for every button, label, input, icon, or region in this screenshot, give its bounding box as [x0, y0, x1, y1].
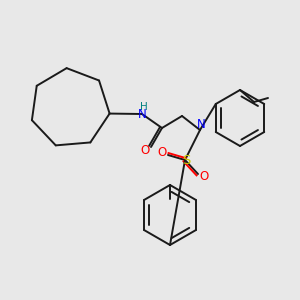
Text: H: H — [140, 102, 148, 112]
Text: N: N — [196, 118, 206, 130]
Text: O: O — [200, 170, 208, 184]
Text: S: S — [182, 154, 190, 166]
Text: O: O — [140, 143, 150, 157]
Text: N: N — [138, 109, 146, 122]
Text: O: O — [158, 146, 166, 160]
